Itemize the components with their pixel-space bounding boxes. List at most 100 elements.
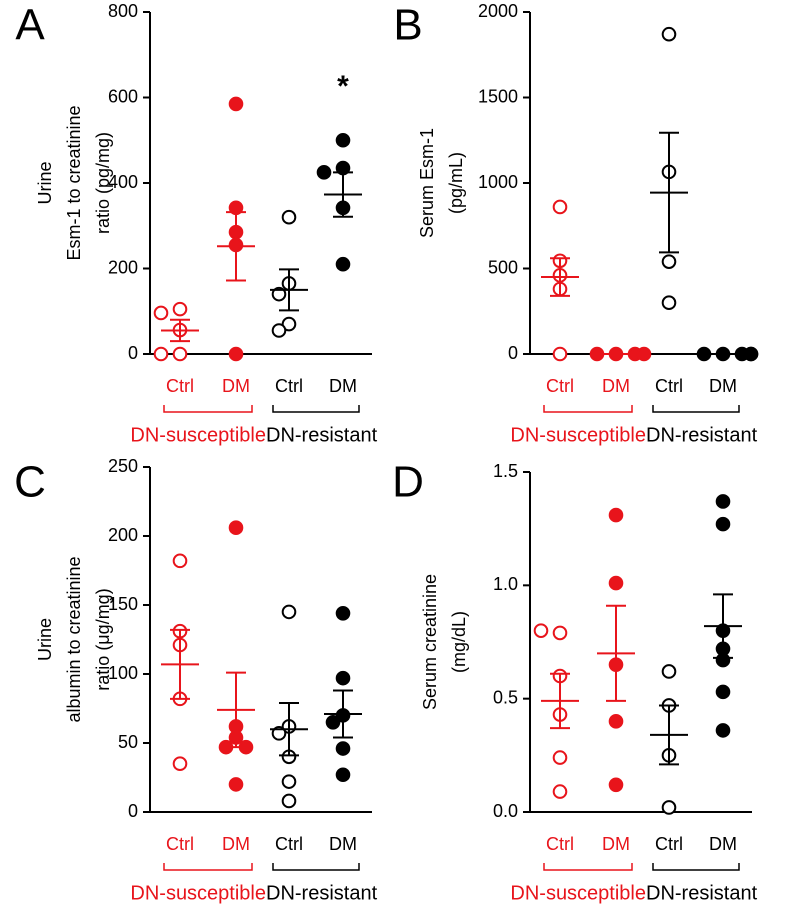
error-bar [333, 171, 353, 218]
data-point [271, 323, 287, 338]
x-tick-label: DM [602, 376, 630, 396]
group-bracket [543, 405, 633, 413]
data-point [661, 664, 677, 679]
x-tick-label: DM [602, 834, 630, 854]
y-tick-label: 200 [108, 257, 138, 277]
y-tick-label: 600 [108, 86, 138, 106]
group-bracket [652, 863, 740, 871]
error-bar [226, 671, 246, 749]
y-tick-label: 0.0 [493, 801, 518, 821]
y-axis-label: Serum Esm-1 [417, 128, 437, 238]
data-point [316, 165, 332, 180]
data-point [715, 684, 731, 700]
data-point [335, 605, 351, 621]
y-tick-label: 0 [128, 343, 138, 363]
error-bar [606, 604, 626, 702]
data-point [715, 723, 731, 738]
data-point [153, 346, 169, 362]
y-tick-label: 0 [508, 343, 518, 363]
y-tick-label: 150 [108, 594, 138, 614]
error-bar [226, 211, 246, 282]
data-point [552, 625, 568, 641]
data-point [552, 199, 568, 215]
data-point [325, 715, 341, 730]
x-tick-label: DM [222, 376, 250, 396]
data-point [661, 254, 677, 269]
data-point [228, 777, 244, 792]
data-point [636, 346, 652, 362]
data-point [552, 346, 568, 362]
data-point [172, 756, 188, 772]
data-point [281, 209, 297, 225]
y-axis-label: (mg/dL) [449, 611, 469, 673]
data-point [281, 316, 297, 332]
data-point [552, 784, 568, 799]
error-bar [333, 689, 353, 739]
group-bracket [652, 405, 740, 413]
group-bracket [543, 863, 633, 871]
x-tick-label: Ctrl [275, 834, 303, 854]
y-tick-label: 100 [108, 663, 138, 683]
y-tick-label: 1000 [478, 172, 518, 192]
data-point [281, 793, 297, 809]
group-bracket [163, 863, 253, 871]
error-bar [659, 704, 679, 766]
x-tick-label: DM [329, 376, 357, 396]
data-point [552, 750, 568, 765]
y-tick-label: 1.0 [493, 574, 518, 594]
x-tick-label: Ctrl [546, 376, 574, 396]
y-tick-label: 250 [108, 456, 138, 476]
data-point [153, 305, 169, 321]
data-point [271, 286, 287, 302]
x-tick-label: DM [329, 834, 357, 854]
data-point [335, 767, 351, 783]
data-point [608, 777, 624, 793]
panel-label: D [392, 458, 424, 507]
error-bar [279, 268, 299, 312]
group-label: DN-susceptible [130, 424, 266, 446]
error-bar [550, 257, 570, 297]
y-tick-label: 800 [108, 1, 138, 21]
x-tick-label: DM [709, 376, 737, 396]
data-point [335, 256, 351, 272]
x-tick-label: Ctrl [275, 376, 303, 396]
error-bar [659, 131, 679, 254]
panel-label: B [393, 1, 422, 50]
y-tick-label: 2000 [478, 1, 518, 21]
data-point [533, 623, 549, 638]
data-point [228, 520, 244, 536]
x-tick-label: Ctrl [655, 376, 683, 396]
y-tick-label: 1.5 [493, 461, 518, 481]
annotation: * [337, 70, 349, 103]
data-point [608, 714, 624, 729]
y-tick-label: 400 [108, 172, 138, 192]
data-point [172, 553, 188, 569]
group-bracket [163, 405, 253, 413]
y-axis-label: ratio (μg/mg) [93, 588, 113, 690]
x-tick-label: Ctrl [166, 376, 194, 396]
data-point [335, 132, 351, 148]
error-bar [170, 628, 190, 700]
data-point [335, 741, 351, 756]
group-label: DN-resistant [266, 882, 378, 904]
x-tick-label: DM [222, 834, 250, 854]
group-label: DN-resistant [646, 424, 758, 446]
data-point [661, 26, 677, 42]
data-point [172, 301, 188, 317]
y-tick-label: 50 [118, 732, 138, 752]
data-point [281, 774, 297, 789]
error-bar [170, 318, 190, 343]
y-axis-label: Urine [35, 161, 55, 204]
x-tick-label: DM [709, 834, 737, 854]
y-axis-label: Esm-1 to creatinine [64, 105, 84, 260]
panel-label: C [14, 458, 46, 507]
data-point [172, 346, 188, 362]
error-bar [550, 672, 570, 730]
y-tick-label: 1500 [478, 86, 518, 106]
data-point [661, 295, 677, 311]
group-bracket [272, 863, 360, 871]
y-axis-label: Serum creatinine [420, 574, 440, 710]
data-point [608, 507, 624, 523]
y-axis-label: albumin to creatinine [64, 556, 84, 722]
y-tick-label: 0.5 [493, 687, 518, 707]
